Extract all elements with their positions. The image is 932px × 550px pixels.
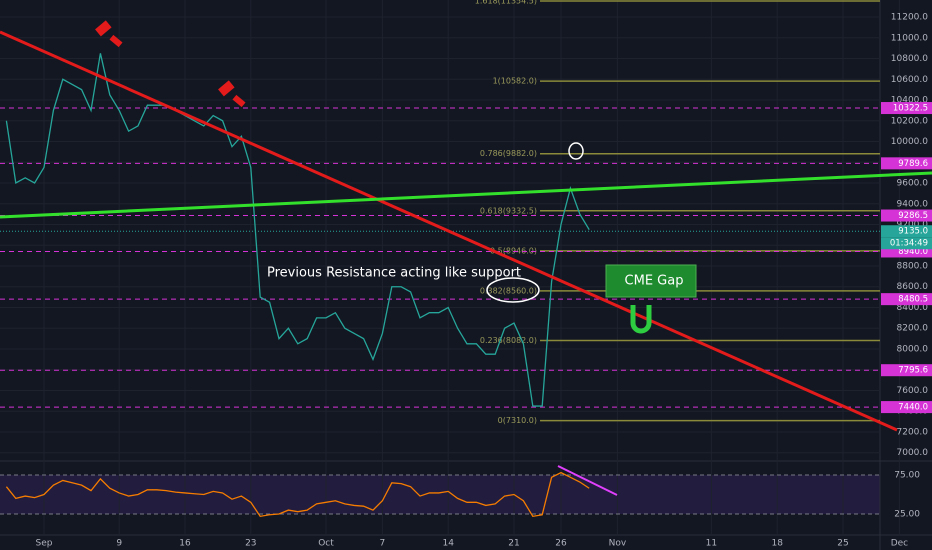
level-tag: 10322.5 [893, 104, 928, 114]
x-tick-label: Dec [891, 539, 908, 549]
y-tick-label: 9600.0 [897, 179, 929, 189]
y-tick-label: 10600.0 [891, 75, 928, 85]
countdown-tag-bg [881, 237, 932, 250]
x-tick-label: 26 [555, 539, 567, 549]
rsi-tick-label: 25.00 [894, 510, 920, 520]
annotation: CME Gap [625, 274, 684, 289]
rsi-line [5, 471, 590, 518]
fib-label: 1(10582.0) [493, 77, 537, 86]
y-tick-label: 8200.0 [897, 324, 929, 334]
divergence-line [557, 465, 618, 496]
x-tick-label: 23 [245, 539, 256, 549]
y-tick-label: 11000.0 [891, 33, 928, 43]
y-tick-label: 9200.0 [897, 220, 929, 230]
x-tick-label: 21 [508, 539, 519, 549]
y-tick-label: 10400.0 [891, 96, 928, 106]
y-tick-label: 8000.0 [897, 344, 929, 354]
y-tick-label: 7200.0 [897, 427, 929, 437]
rsi-band [0, 475, 880, 514]
rsi-tick-label: 75.00 [894, 471, 920, 481]
magnet-icon [630, 305, 652, 334]
fib-label: 0.786(9882.0) [480, 149, 537, 158]
level-tag-bg [881, 157, 932, 170]
level-tag-bg [881, 102, 932, 115]
x-tick-label: Nov [609, 539, 627, 549]
price-line [5, 53, 590, 407]
y-tick-label: 7000.0 [897, 448, 929, 458]
fib-label: 0.382(8560.0) [480, 286, 537, 295]
y-tick-label: 10000.0 [891, 137, 928, 147]
x-tick-label: Oct [318, 539, 334, 549]
last-price-tag-bg [881, 225, 932, 238]
fib-label: 0.236(8082.0) [480, 336, 537, 345]
x-tick-label: 9 [116, 539, 122, 549]
countdown-tag: 01:34:49 [890, 239, 928, 249]
level-tag: 8940.0 [898, 247, 928, 257]
level-tag: 7795.6 [898, 366, 928, 376]
level-tag-bg [881, 209, 932, 222]
y-tick-label: 8800.0 [897, 261, 929, 271]
marker [218, 80, 246, 108]
level-tag: 9286.5 [898, 211, 928, 221]
circle-annotation [486, 277, 540, 303]
level-tag: 8480.5 [898, 295, 928, 305]
level-tag: 7440.0 [898, 403, 928, 413]
level-tag-bg [881, 401, 932, 414]
fib-label: 0.5(8946.0) [490, 246, 537, 255]
level-tag: 9789.6 [898, 159, 928, 169]
cme-gap-box [605, 264, 697, 298]
x-tick-label: 16 [179, 539, 191, 549]
x-tick-label: Sep [36, 539, 53, 549]
marker [95, 20, 123, 48]
annotation: Previous Resistance acting like support [267, 266, 521, 281]
x-tick-label: 7 [380, 539, 386, 549]
circle-annotation [568, 142, 584, 160]
y-tick-label: 8600.0 [897, 282, 929, 292]
x-tick-label: 11 [706, 539, 717, 549]
green-trendline [0, 171, 932, 219]
y-tick-label: 11200.0 [891, 13, 928, 23]
fib-label: 1.618(11354.5) [475, 0, 537, 5]
red-trendline [0, 30, 898, 432]
y-tick-label: 10200.0 [891, 116, 928, 126]
level-tag-bg [881, 364, 932, 377]
fib-label: 0.618(9332.5) [480, 206, 537, 215]
level-tag-bg [881, 293, 932, 306]
last-price-tag: 9135.0 [898, 227, 928, 237]
y-tick-label: 10800.0 [891, 54, 928, 64]
y-tick-label: 7600.0 [897, 386, 929, 396]
x-tick-label: 18 [771, 539, 783, 549]
fib-label: 0(7310.0) [498, 416, 537, 425]
y-tick-label: 9400.0 [897, 199, 929, 209]
y-tick-label: 8400.0 [897, 303, 929, 313]
x-tick-label: 25 [837, 539, 848, 549]
x-tick-label: 14 [442, 539, 454, 549]
